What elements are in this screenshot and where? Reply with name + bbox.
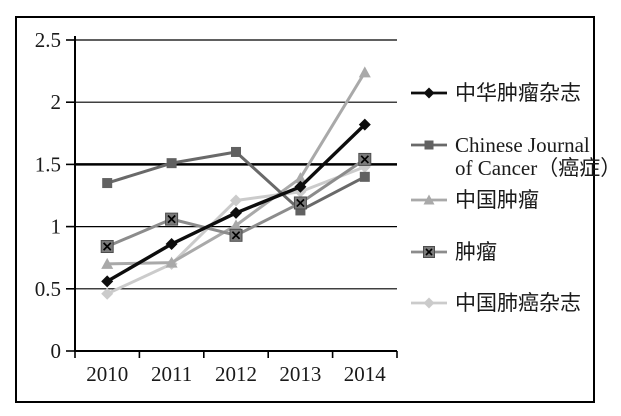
y-axis-tick-label: 1 xyxy=(51,215,62,239)
data-point-diamond xyxy=(230,206,242,219)
data-point-diamond xyxy=(101,275,114,288)
x-axis-tick-label: 2010 xyxy=(86,362,128,386)
y-axis-tick-label: 0 xyxy=(51,339,62,363)
data-point-square xyxy=(231,146,241,157)
data-point-triangle xyxy=(358,66,371,78)
x-axis-tick-label: 2013 xyxy=(279,362,321,386)
data-point-triangle xyxy=(294,172,307,184)
data-point-triangle xyxy=(165,256,178,268)
data-point-square xyxy=(359,171,370,182)
x-axis-tick-label: 2012 xyxy=(215,362,257,386)
x-glyph xyxy=(167,214,176,224)
y-axis-tick-label: 0.5 xyxy=(35,277,61,301)
data-point-square xyxy=(102,178,113,189)
data-point-square xyxy=(166,158,177,169)
x-glyph xyxy=(296,198,305,208)
data-point-diamond xyxy=(101,287,114,300)
data-point-triangle xyxy=(230,219,242,231)
y-axis-tick-label: 2 xyxy=(51,90,62,114)
data-point-diamond xyxy=(230,194,242,207)
x-glyph xyxy=(102,242,112,251)
data-point-diamond xyxy=(358,118,371,131)
y-axis-tick-label: 1.5 xyxy=(35,152,61,176)
x-glyph xyxy=(231,231,241,240)
data-point-diamond xyxy=(294,180,307,193)
data-point-square xyxy=(295,205,306,216)
x-axis-tick-label: 2011 xyxy=(151,362,192,386)
x-axis-tick-label: 2014 xyxy=(344,362,387,386)
data-point-triangle xyxy=(101,257,114,269)
x-glyph xyxy=(360,155,370,164)
data-point-diamond xyxy=(165,238,178,251)
y-axis-tick-label: 2.5 xyxy=(35,28,61,52)
